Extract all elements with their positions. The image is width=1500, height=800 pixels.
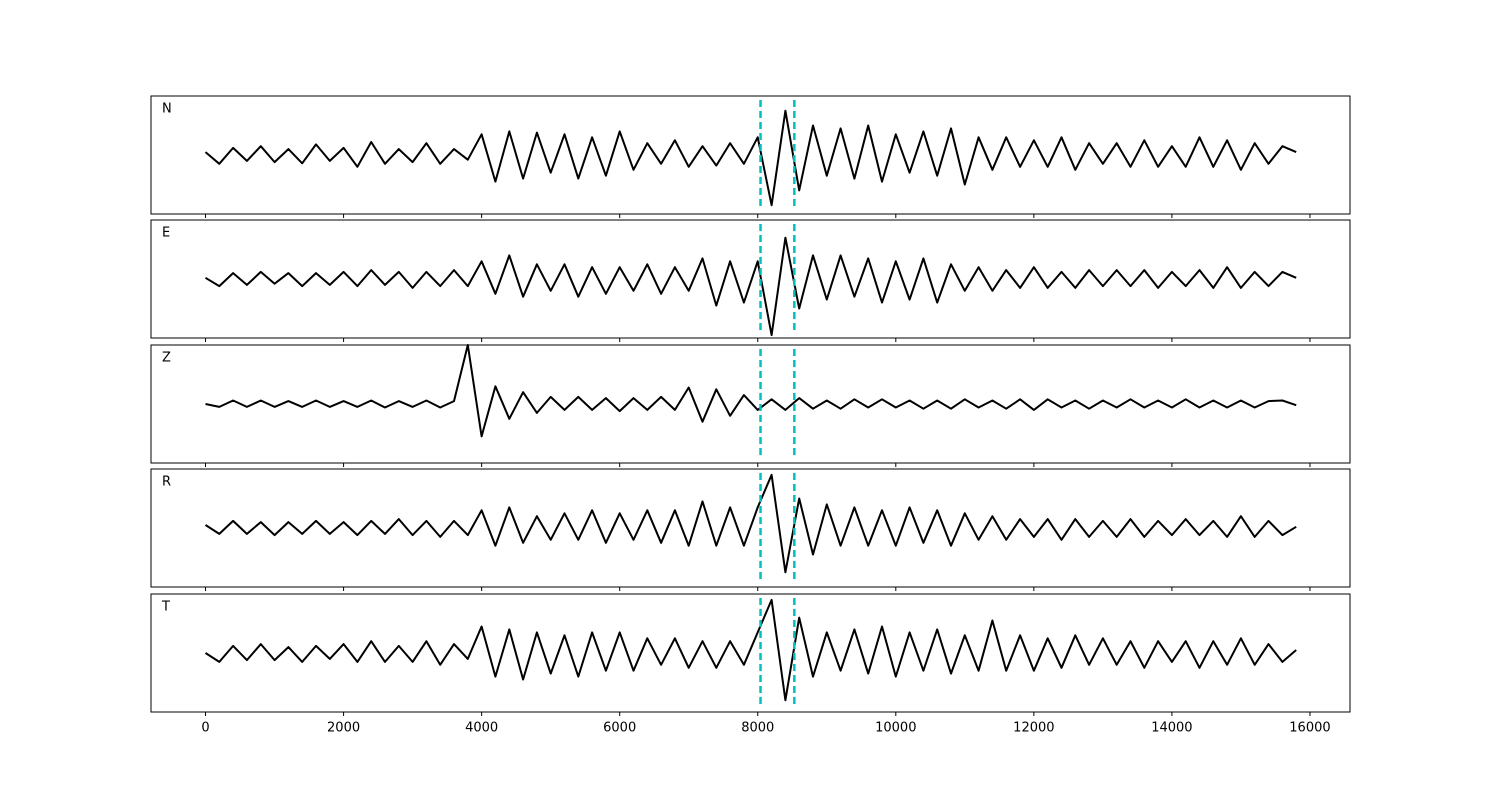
panel-label: R	[162, 475, 171, 490]
x-tick-label: 0	[201, 721, 209, 736]
panel-frame	[150, 468, 1351, 588]
panel-label: N	[162, 102, 172, 117]
x-tick-label: 16000	[1289, 721, 1330, 736]
x-tick-label: 6000	[603, 721, 636, 736]
x-tick-label: 14000	[1151, 721, 1192, 736]
trace	[204, 598, 1297, 702]
x-tick-label: 10000	[875, 721, 916, 736]
panel-label: Z	[162, 351, 171, 366]
panel-frame	[150, 593, 1351, 713]
trace	[204, 473, 1297, 574]
x-tick-label: 2000	[327, 721, 360, 736]
trace	[204, 109, 1297, 207]
x-tick-label: 4000	[465, 721, 498, 736]
x-tick-label: 8000	[741, 721, 774, 736]
panel-frame	[150, 95, 1351, 215]
panel-frame	[150, 219, 1351, 339]
trace	[205, 344, 1297, 438]
panel-frame	[150, 344, 1351, 464]
panel-label: T	[161, 600, 170, 615]
panel-label: E	[162, 226, 170, 241]
trace	[204, 236, 1297, 337]
x-tick-label: 12000	[1013, 721, 1054, 736]
